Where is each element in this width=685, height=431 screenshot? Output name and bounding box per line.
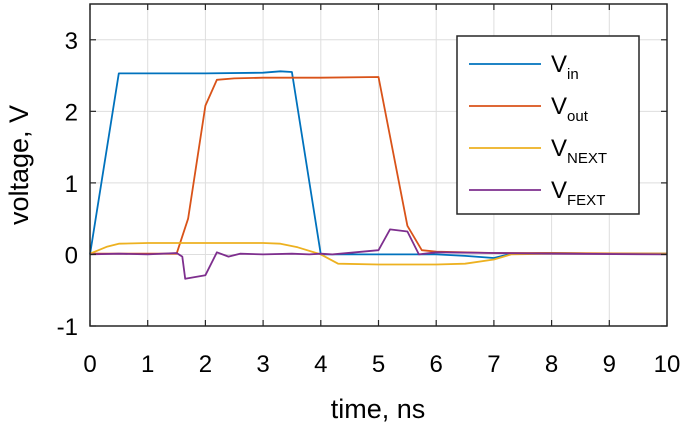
x-tick-label: 6 xyxy=(430,351,443,378)
y-tick-label: -1 xyxy=(57,314,78,341)
x-tick-label: 4 xyxy=(314,351,327,378)
x-tick-label: 9 xyxy=(603,351,616,378)
x-tick-label: 10 xyxy=(654,351,681,378)
y-tick-labels: -1 0 1 2 3 xyxy=(57,28,78,341)
y-tick-label: 2 xyxy=(65,99,78,126)
x-tick-label: 7 xyxy=(487,351,500,378)
y-tick-label: 3 xyxy=(65,28,78,55)
series-group xyxy=(89,70,668,280)
x-axis-title: time, ns xyxy=(331,394,426,424)
x-tick-label: 3 xyxy=(256,351,269,378)
legend-label-fext: VFEXT xyxy=(551,177,605,209)
legend-label-out: Vout xyxy=(551,93,589,125)
legend-label-next: VNEXT xyxy=(551,135,607,167)
y-axis-title: voltage, V xyxy=(4,105,34,225)
x-tick-label: 0 xyxy=(83,351,96,378)
x-tick-label: 5 xyxy=(372,351,385,378)
legend-box xyxy=(456,35,640,215)
y-tick-label: 0 xyxy=(65,242,78,269)
y-tick-label: 1 xyxy=(65,171,78,198)
x-tick-label: 1 xyxy=(141,351,154,378)
legend: Vin Vout VNEXT VFEXT xyxy=(456,35,640,215)
x-tick-labels: 0 1 2 3 4 5 6 7 8 9 10 xyxy=(83,351,680,378)
ticks xyxy=(89,4,668,327)
x-tick-label: 2 xyxy=(199,351,212,378)
series-line-fext xyxy=(89,228,668,280)
x-tick-label: 8 xyxy=(545,351,558,378)
legend-label-in: Vin xyxy=(551,51,579,83)
